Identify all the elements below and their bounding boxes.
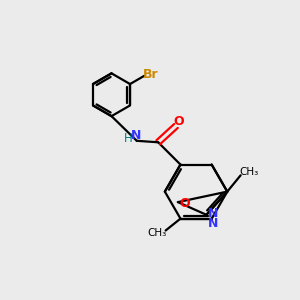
- Text: N: N: [208, 207, 218, 220]
- Text: N: N: [208, 218, 218, 230]
- Text: CH₃: CH₃: [239, 167, 259, 177]
- Text: H: H: [124, 132, 133, 145]
- Text: N: N: [130, 129, 141, 142]
- Text: O: O: [174, 115, 184, 128]
- Text: Br: Br: [143, 68, 159, 81]
- Text: O: O: [179, 197, 190, 210]
- Text: CH₃: CH₃: [147, 229, 166, 238]
